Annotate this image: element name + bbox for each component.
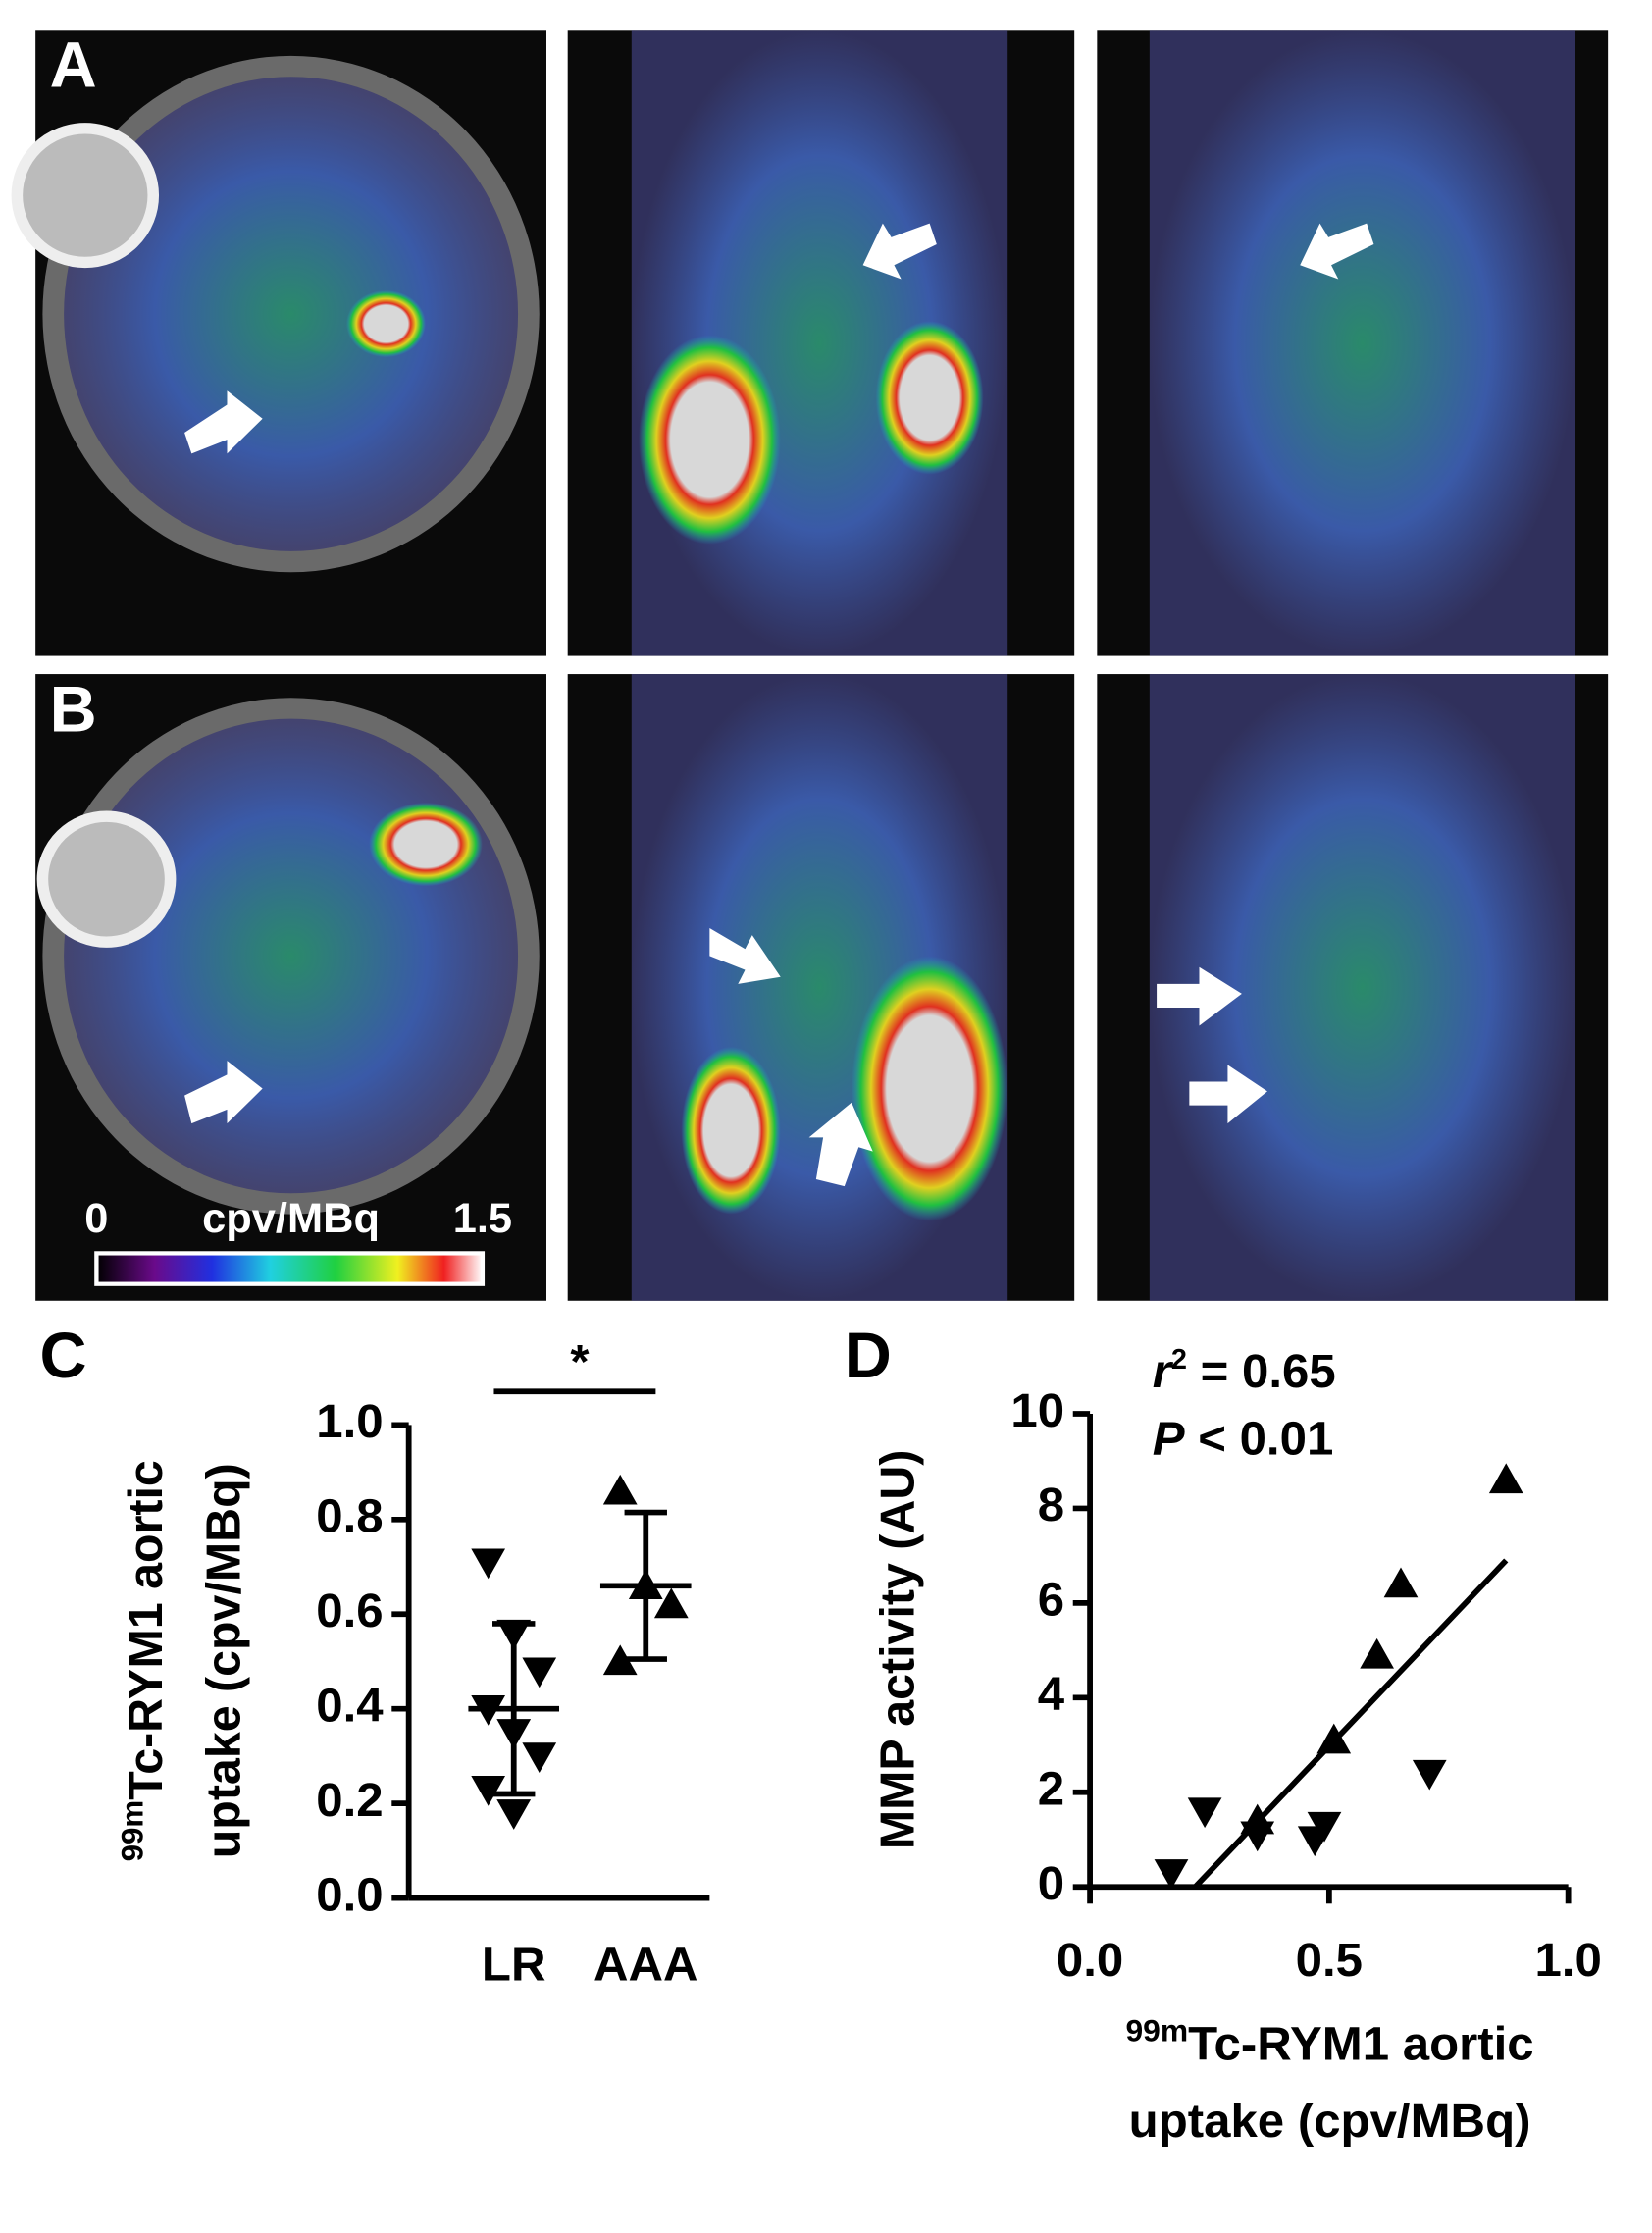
annotation-text: < 0.01 (1185, 1413, 1334, 1466)
annotation: P < 0.01 (1153, 1413, 1334, 1466)
arrow (1189, 1065, 1267, 1124)
data-point (471, 1548, 506, 1580)
x-axis-label: 99mTc-RYM1 aortic uptake (cpv/MBq) (1126, 2013, 1534, 2148)
significance-label: * (570, 1335, 589, 1388)
kidney (875, 321, 984, 475)
x-tick-label: LR (482, 1939, 546, 1992)
y-tick-label: 0.2 (316, 1774, 383, 1827)
x-tick-label: AAA (594, 1939, 698, 1992)
colorbar-tick-label: 1.5 (453, 1195, 512, 1242)
y-tick-label: 6 (1038, 1574, 1064, 1627)
annotation-sup: 2 (1171, 1344, 1187, 1376)
data-point (1307, 1811, 1342, 1843)
data-point (1412, 1759, 1447, 1791)
kidney (852, 956, 1008, 1221)
y-tick-label: 2 (1038, 1763, 1064, 1816)
x-label-line: uptake (cpv/MBq) (1129, 2095, 1531, 2148)
y-label-line: 99mTc-RYM1 aortic (115, 1460, 173, 1861)
annotation: r2 = 0.65 (1153, 1344, 1336, 1398)
panel-label: C (40, 1320, 87, 1391)
panel-label: B (50, 673, 97, 745)
pet-overlay (1149, 30, 1575, 656)
x-tick-label: 1.0 (1534, 1935, 1601, 1988)
fit-line (1193, 1558, 1509, 1890)
marker-vial (36, 810, 177, 948)
hotspot (346, 289, 427, 358)
data-point (602, 1644, 638, 1676)
data-point (1240, 1803, 1275, 1835)
y-label-line: uptake (cpv/MBq) (197, 1463, 250, 1858)
y-tick-label: 0 (1038, 1857, 1064, 1910)
annotation-symbol: r (1153, 1345, 1174, 1398)
x-tick-label: 0.0 (1057, 1935, 1123, 1988)
y-tick-label: 1.0 (316, 1396, 383, 1449)
data-point (1154, 1859, 1189, 1890)
y-tick-label: 0.8 (316, 1490, 383, 1543)
pet-overlay (64, 718, 519, 1194)
y-axis-label: MMP activity (AU) (871, 1450, 924, 1849)
data-point (1383, 1567, 1419, 1598)
data-point (653, 1587, 689, 1619)
y-tick-label: 8 (1038, 1480, 1064, 1532)
data-point (496, 1799, 532, 1830)
arrow (808, 1102, 873, 1187)
hotspot (369, 802, 483, 887)
x-label-text: Tc-RYM1 aortic (1188, 2018, 1534, 2071)
marker-vial (11, 123, 160, 269)
x-label-line: 99mTc-RYM1 aortic (1126, 2013, 1534, 2070)
y-tick-label: 0.4 (316, 1680, 383, 1733)
kidney (681, 1046, 781, 1215)
data-point (522, 1742, 557, 1774)
image-panels: cpv/MBq A B (11, 28, 1609, 1301)
data-point (1488, 1463, 1523, 1494)
annotation-symbol: P (1153, 1413, 1185, 1466)
panel-label: A (50, 28, 97, 100)
y-tick-label: 0.0 (316, 1869, 383, 1922)
y-tick-label: 4 (1038, 1668, 1064, 1721)
panel-label: D (845, 1320, 892, 1391)
data-point (522, 1657, 557, 1688)
data-point (1187, 1797, 1222, 1829)
pet-overlay (64, 77, 519, 551)
data-point (602, 1474, 638, 1505)
arrow (1157, 966, 1242, 1026)
colorbar-tick-label: 0 (84, 1195, 108, 1242)
y-label-text: Tc-RYM1 aortic (120, 1460, 173, 1800)
arrow (862, 223, 937, 280)
kidney (639, 335, 781, 545)
x-tick-label: 0.5 (1296, 1935, 1363, 1988)
y-tick-label: 10 (1010, 1384, 1064, 1437)
data-point (471, 1776, 506, 1806)
x-label-sup: 99m (1126, 2013, 1189, 2049)
y-label-sup: 99m (115, 1800, 150, 1862)
colorbar-label: cpv/MBq (202, 1195, 380, 1242)
colorbar (94, 1251, 486, 1286)
arrow (709, 927, 781, 984)
y-axis-label: 99mTc-RYM1 aortic uptake (cpv/MBq) (115, 1460, 251, 1861)
y-tick-label: 0.6 (316, 1584, 383, 1637)
arrow (1300, 223, 1374, 280)
data-point (1360, 1637, 1394, 1669)
data-point (1316, 1723, 1352, 1754)
annotation-text: = 0.65 (1187, 1345, 1336, 1398)
